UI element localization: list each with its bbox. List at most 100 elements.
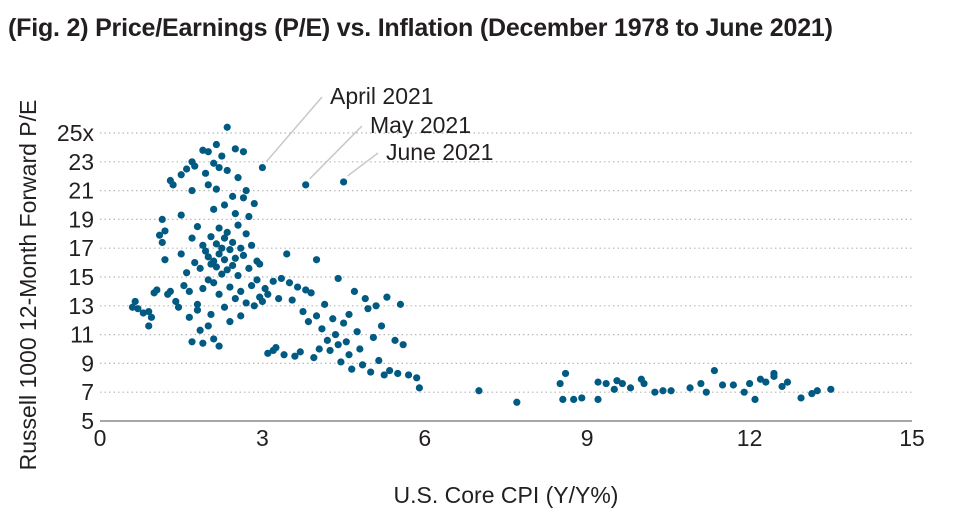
data-point <box>220 234 229 242</box>
data-point <box>250 199 258 208</box>
x-tick-label: 12 <box>737 425 763 451</box>
data-point <box>340 319 348 327</box>
data-point <box>334 274 342 283</box>
data-point <box>626 384 635 392</box>
y-tick-label: 15 <box>68 264 94 290</box>
data-point <box>797 394 805 402</box>
data-point <box>242 187 250 195</box>
data-point <box>215 163 223 172</box>
data-point <box>667 387 675 395</box>
y-tick-label: 19 <box>68 206 94 232</box>
data-point <box>269 277 277 285</box>
data-point <box>226 318 234 326</box>
data-point <box>204 148 212 156</box>
data-point <box>261 284 269 293</box>
data-point <box>191 162 199 170</box>
data-point <box>226 246 234 254</box>
data-point <box>188 234 196 242</box>
data-point <box>218 244 226 252</box>
data-point <box>256 260 264 268</box>
data-point <box>174 303 183 311</box>
data-point <box>377 322 386 330</box>
data-point <box>210 279 218 287</box>
data-point <box>253 276 261 284</box>
data-point <box>239 148 248 156</box>
data-point <box>277 274 285 283</box>
data-point <box>353 328 361 336</box>
data-point <box>237 312 245 320</box>
data-point <box>375 356 383 365</box>
data-point <box>594 378 602 386</box>
y-tick-label: 17 <box>68 235 94 261</box>
data-point <box>618 379 626 388</box>
data-point <box>827 385 835 393</box>
data-point <box>513 398 521 406</box>
data-point <box>212 140 220 149</box>
data-point <box>386 367 394 375</box>
data-point <box>264 349 272 357</box>
data-point <box>231 145 239 153</box>
data-point <box>204 181 212 189</box>
data-point <box>396 300 405 308</box>
data-point <box>808 390 816 398</box>
data-point <box>296 348 304 356</box>
data-point <box>193 306 202 314</box>
data-point <box>177 171 185 179</box>
data-point <box>158 215 166 223</box>
data-point <box>242 299 250 307</box>
data-point <box>204 253 212 261</box>
data-point <box>204 276 212 284</box>
data-point <box>245 264 253 272</box>
data-point <box>559 395 567 403</box>
data-point <box>210 257 218 265</box>
data-point <box>128 303 137 311</box>
y-tick-label: 21 <box>68 178 94 204</box>
data-point <box>659 387 667 395</box>
data-point <box>145 307 153 316</box>
data-point <box>291 352 299 360</box>
y-axis-label: Russell 1000 12-Month Forward P/E <box>15 100 41 471</box>
data-point <box>212 263 220 271</box>
data-point <box>131 297 139 306</box>
data-point <box>310 354 318 362</box>
data-point <box>242 230 250 238</box>
data-point <box>229 238 237 247</box>
data-point <box>369 333 377 342</box>
data-point <box>651 388 659 396</box>
data-point <box>361 295 369 303</box>
data-point <box>258 163 266 172</box>
data-point <box>323 336 331 344</box>
y-tick-label: 23 <box>68 149 94 175</box>
data-point <box>237 287 245 295</box>
y-tick-label: 9 <box>81 350 94 376</box>
y-tick-label: 13 <box>68 293 94 319</box>
data-point <box>283 250 291 258</box>
data-point <box>342 338 350 346</box>
data-point <box>770 369 778 378</box>
data-point <box>686 384 694 392</box>
annotation-leader-line <box>309 125 363 180</box>
data-point <box>199 146 207 154</box>
data-point <box>340 178 348 186</box>
data-point <box>161 227 169 235</box>
y-tick-label: 11 <box>70 322 94 348</box>
data-point <box>139 309 147 317</box>
data-point <box>302 181 310 189</box>
data-point <box>345 351 353 359</box>
data-point <box>199 339 207 347</box>
data-point <box>196 264 204 272</box>
x-tick-label: 3 <box>256 425 269 451</box>
data-point <box>215 290 223 298</box>
data-point <box>391 336 399 344</box>
data-point <box>177 211 185 219</box>
data-point <box>561 369 570 378</box>
x-axis-label: U.S. Core CPI (Y/Y%) <box>394 482 619 508</box>
data-point <box>570 395 578 403</box>
data-point <box>215 342 223 350</box>
data-point <box>475 387 483 395</box>
x-tick-label: 0 <box>94 425 107 451</box>
data-point <box>697 379 705 388</box>
data-point <box>329 315 337 323</box>
data-point <box>247 282 256 290</box>
x-tick-label: 15 <box>899 425 925 451</box>
